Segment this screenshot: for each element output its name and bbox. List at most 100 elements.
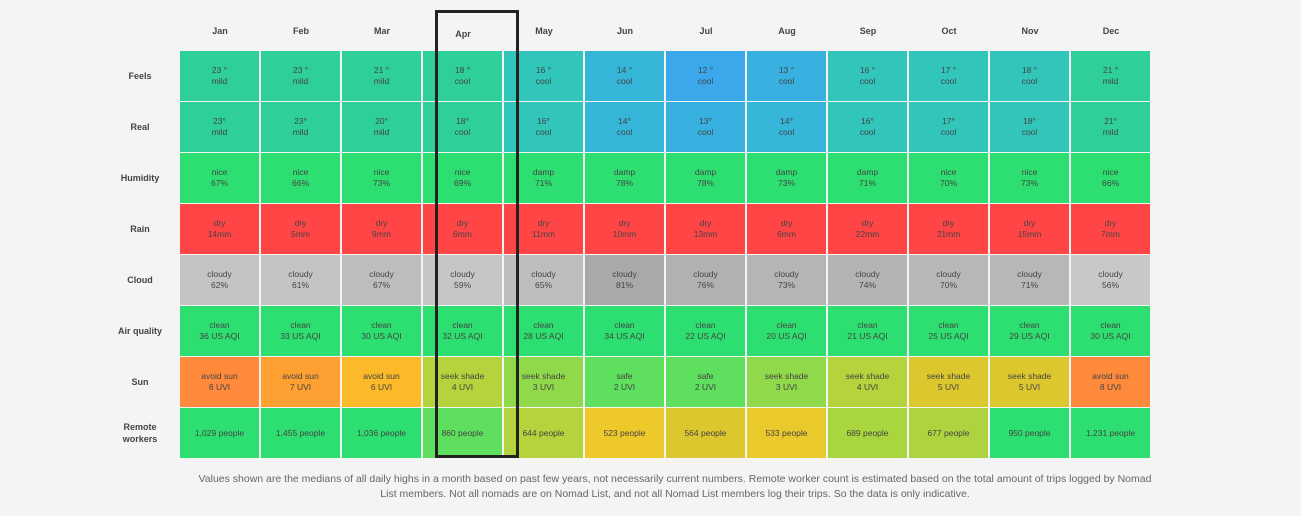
cell-feels-jun[interactable]: 14 ° cool	[585, 51, 664, 101]
cell-rain-jul[interactable]: dry 13mm	[666, 204, 745, 254]
cell-feels-aug[interactable]: 13 ° cool	[747, 51, 826, 101]
cell-cloud-feb[interactable]: cloudy 61%	[261, 255, 340, 305]
cell-sun-dec[interactable]: avoid sun 8 UVI	[1071, 357, 1150, 407]
cell-real-jul[interactable]: 13° cool	[666, 102, 745, 152]
cell-real-jun[interactable]: 14° cool	[585, 102, 664, 152]
cell-real-dec[interactable]: 21° mild	[1071, 102, 1150, 152]
cell-sun-aug[interactable]: seek shade 3 UVI	[747, 357, 826, 407]
cell-remote-workers-feb[interactable]: 1,455 people	[261, 408, 340, 458]
cell-cloud-mar[interactable]: cloudy 67%	[342, 255, 421, 305]
cell-air-quality-apr[interactable]: clean 32 US AQI	[423, 306, 502, 356]
cell-cloud-oct[interactable]: cloudy 70%	[909, 255, 988, 305]
cell-humidity-feb[interactable]: nice 66%	[261, 153, 340, 203]
cell-remote-workers-aug[interactable]: 533 people	[747, 408, 826, 458]
cell-air-quality-may[interactable]: clean 28 US AQI	[504, 306, 583, 356]
cell-remote-workers-dec[interactable]: 1,231 people	[1071, 408, 1150, 458]
cell-air-quality-dec[interactable]: clean 30 US AQI	[1071, 306, 1150, 356]
cell-feels-dec[interactable]: 21 ° mild	[1071, 51, 1150, 101]
cell-feels-jan[interactable]: 23 ° mild	[180, 51, 259, 101]
cell-humidity-apr[interactable]: nice 69%	[423, 153, 502, 203]
cell-feels-nov[interactable]: 18 ° cool	[990, 51, 1069, 101]
cell-humidity-aug[interactable]: damp 73%	[747, 153, 826, 203]
cell-cloud-sep[interactable]: cloudy 74%	[828, 255, 907, 305]
cell-feels-sep[interactable]: 16 ° cool	[828, 51, 907, 101]
cell-cloud-jun[interactable]: cloudy 81%	[585, 255, 664, 305]
cell-feels-jul[interactable]: 12 ° cool	[666, 51, 745, 101]
cell-feels-feb[interactable]: 23 ° mild	[261, 51, 340, 101]
cell-real-jan[interactable]: 23° mild	[180, 102, 259, 152]
cell-line-1: cloudy	[693, 269, 718, 279]
cell-rain-sep[interactable]: dry 22mm	[828, 204, 907, 254]
cell-real-nov[interactable]: 18° cool	[990, 102, 1069, 152]
cell-rain-may[interactable]: dry 11mm	[504, 204, 583, 254]
cell-humidity-jun[interactable]: damp 78%	[585, 153, 664, 203]
cell-rain-mar[interactable]: dry 9mm	[342, 204, 421, 254]
cell-sun-apr[interactable]: seek shade 4 UVI	[423, 357, 502, 407]
cell-sun-sep[interactable]: seek shade 4 UVI	[828, 357, 907, 407]
cell-rain-aug[interactable]: dry 6mm	[747, 204, 826, 254]
cell-real-apr[interactable]: 18° cool	[423, 102, 502, 152]
cell-cloud-may[interactable]: cloudy 65%	[504, 255, 583, 305]
cell-remote-workers-apr[interactable]: 860 people	[423, 408, 502, 458]
cell-humidity-jan[interactable]: nice 67%	[180, 153, 259, 203]
cell-humidity-may[interactable]: damp 71%	[504, 153, 583, 203]
cell-sun-mar[interactable]: avoid sun 6 UVI	[342, 357, 421, 407]
cell-remote-workers-mar[interactable]: 1,036 people	[342, 408, 421, 458]
cell-feels-apr[interactable]: 18 ° cool	[423, 51, 502, 101]
cell-air-quality-oct[interactable]: clean 25 US AQI	[909, 306, 988, 356]
cell-remote-workers-jul[interactable]: 564 people	[666, 408, 745, 458]
cell-remote-workers-may[interactable]: 644 people	[504, 408, 583, 458]
cell-real-oct[interactable]: 17° cool	[909, 102, 988, 152]
cell-sun-nov[interactable]: seek shade 5 UVI	[990, 357, 1069, 407]
cell-cloud-jul[interactable]: cloudy 76%	[666, 255, 745, 305]
cell-air-quality-nov[interactable]: clean 29 US AQI	[990, 306, 1069, 356]
cell-feels-oct[interactable]: 17 ° cool	[909, 51, 988, 101]
cell-air-quality-aug[interactable]: clean 20 US AQI	[747, 306, 826, 356]
cell-humidity-sep[interactable]: damp 71%	[828, 153, 907, 203]
cell-remote-workers-sep[interactable]: 689 people	[828, 408, 907, 458]
cell-line-1: damp	[694, 167, 717, 177]
cell-rain-jun[interactable]: dry 10mm	[585, 204, 664, 254]
cell-humidity-mar[interactable]: nice 73%	[342, 153, 421, 203]
cell-real-mar[interactable]: 20° mild	[342, 102, 421, 152]
cell-humidity-dec[interactable]: nice 66%	[1071, 153, 1150, 203]
cell-humidity-jul[interactable]: damp 78%	[666, 153, 745, 203]
cell-rain-jan[interactable]: dry 14mm	[180, 204, 259, 254]
cell-real-may[interactable]: 16° cool	[504, 102, 583, 152]
cell-sun-oct[interactable]: seek shade 5 UVI	[909, 357, 988, 407]
cell-remote-workers-jan[interactable]: 1,029 people	[180, 408, 259, 458]
cell-rain-dec[interactable]: dry 7mm	[1071, 204, 1150, 254]
cell-feels-mar[interactable]: 21 ° mild	[342, 51, 421, 101]
cell-real-sep[interactable]: 16° cool	[828, 102, 907, 152]
cell-humidity-oct[interactable]: nice 70%	[909, 153, 988, 203]
cell-remote-workers-oct[interactable]: 677 people	[909, 408, 988, 458]
cell-remote-workers-nov[interactable]: 950 people	[990, 408, 1069, 458]
cell-cloud-aug[interactable]: cloudy 73%	[747, 255, 826, 305]
cell-rain-nov[interactable]: dry 15mm	[990, 204, 1069, 254]
cell-rain-oct[interactable]: dry 21mm	[909, 204, 988, 254]
cell-remote-workers-jun[interactable]: 523 people	[585, 408, 664, 458]
cell-air-quality-jun[interactable]: clean 34 US AQI	[585, 306, 664, 356]
cell-rain-apr[interactable]: dry 6mm	[423, 204, 502, 254]
cell-sun-jul[interactable]: safe 2 UVI	[666, 357, 745, 407]
cell-sun-jun[interactable]: safe 2 UVI	[585, 357, 664, 407]
cell-feels-may[interactable]: 16 ° cool	[504, 51, 583, 101]
cell-cloud-jan[interactable]: cloudy 62%	[180, 255, 259, 305]
cell-cloud-nov[interactable]: cloudy 71%	[990, 255, 1069, 305]
cell-line-2: 6 UVI	[370, 382, 393, 392]
cell-sun-may[interactable]: seek shade 3 UVI	[504, 357, 583, 407]
cell-sun-jan[interactable]: avoid sun 8 UVI	[180, 357, 259, 407]
cell-real-feb[interactable]: 23° mild	[261, 102, 340, 152]
cell-cloud-apr[interactable]: cloudy 59%	[423, 255, 502, 305]
cell-real-aug[interactable]: 14° cool	[747, 102, 826, 152]
cell-sun-feb[interactable]: avoid sun 7 UVI	[261, 357, 340, 407]
cell-rain-feb[interactable]: dry 5mm	[261, 204, 340, 254]
cell-air-quality-sep[interactable]: clean 21 US AQI	[828, 306, 907, 356]
cell-air-quality-mar[interactable]: clean 30 US AQI	[342, 306, 421, 356]
cell-humidity-nov[interactable]: nice 73%	[990, 153, 1069, 203]
cell-air-quality-jan[interactable]: clean 36 US AQI	[180, 306, 259, 356]
cell-air-quality-jul[interactable]: clean 22 US AQI	[666, 306, 745, 356]
cell-line-1: 16 °	[535, 65, 552, 75]
cell-cloud-dec[interactable]: cloudy 56%	[1071, 255, 1150, 305]
cell-air-quality-feb[interactable]: clean 33 US AQI	[261, 306, 340, 356]
